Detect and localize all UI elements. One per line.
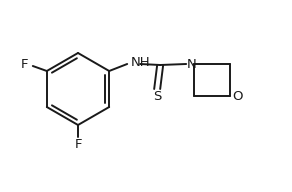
Text: F: F xyxy=(21,57,29,70)
Text: F: F xyxy=(74,138,82,151)
Text: S: S xyxy=(153,90,161,103)
Text: NH: NH xyxy=(131,56,151,70)
Text: O: O xyxy=(232,89,242,103)
Text: N: N xyxy=(187,59,197,71)
